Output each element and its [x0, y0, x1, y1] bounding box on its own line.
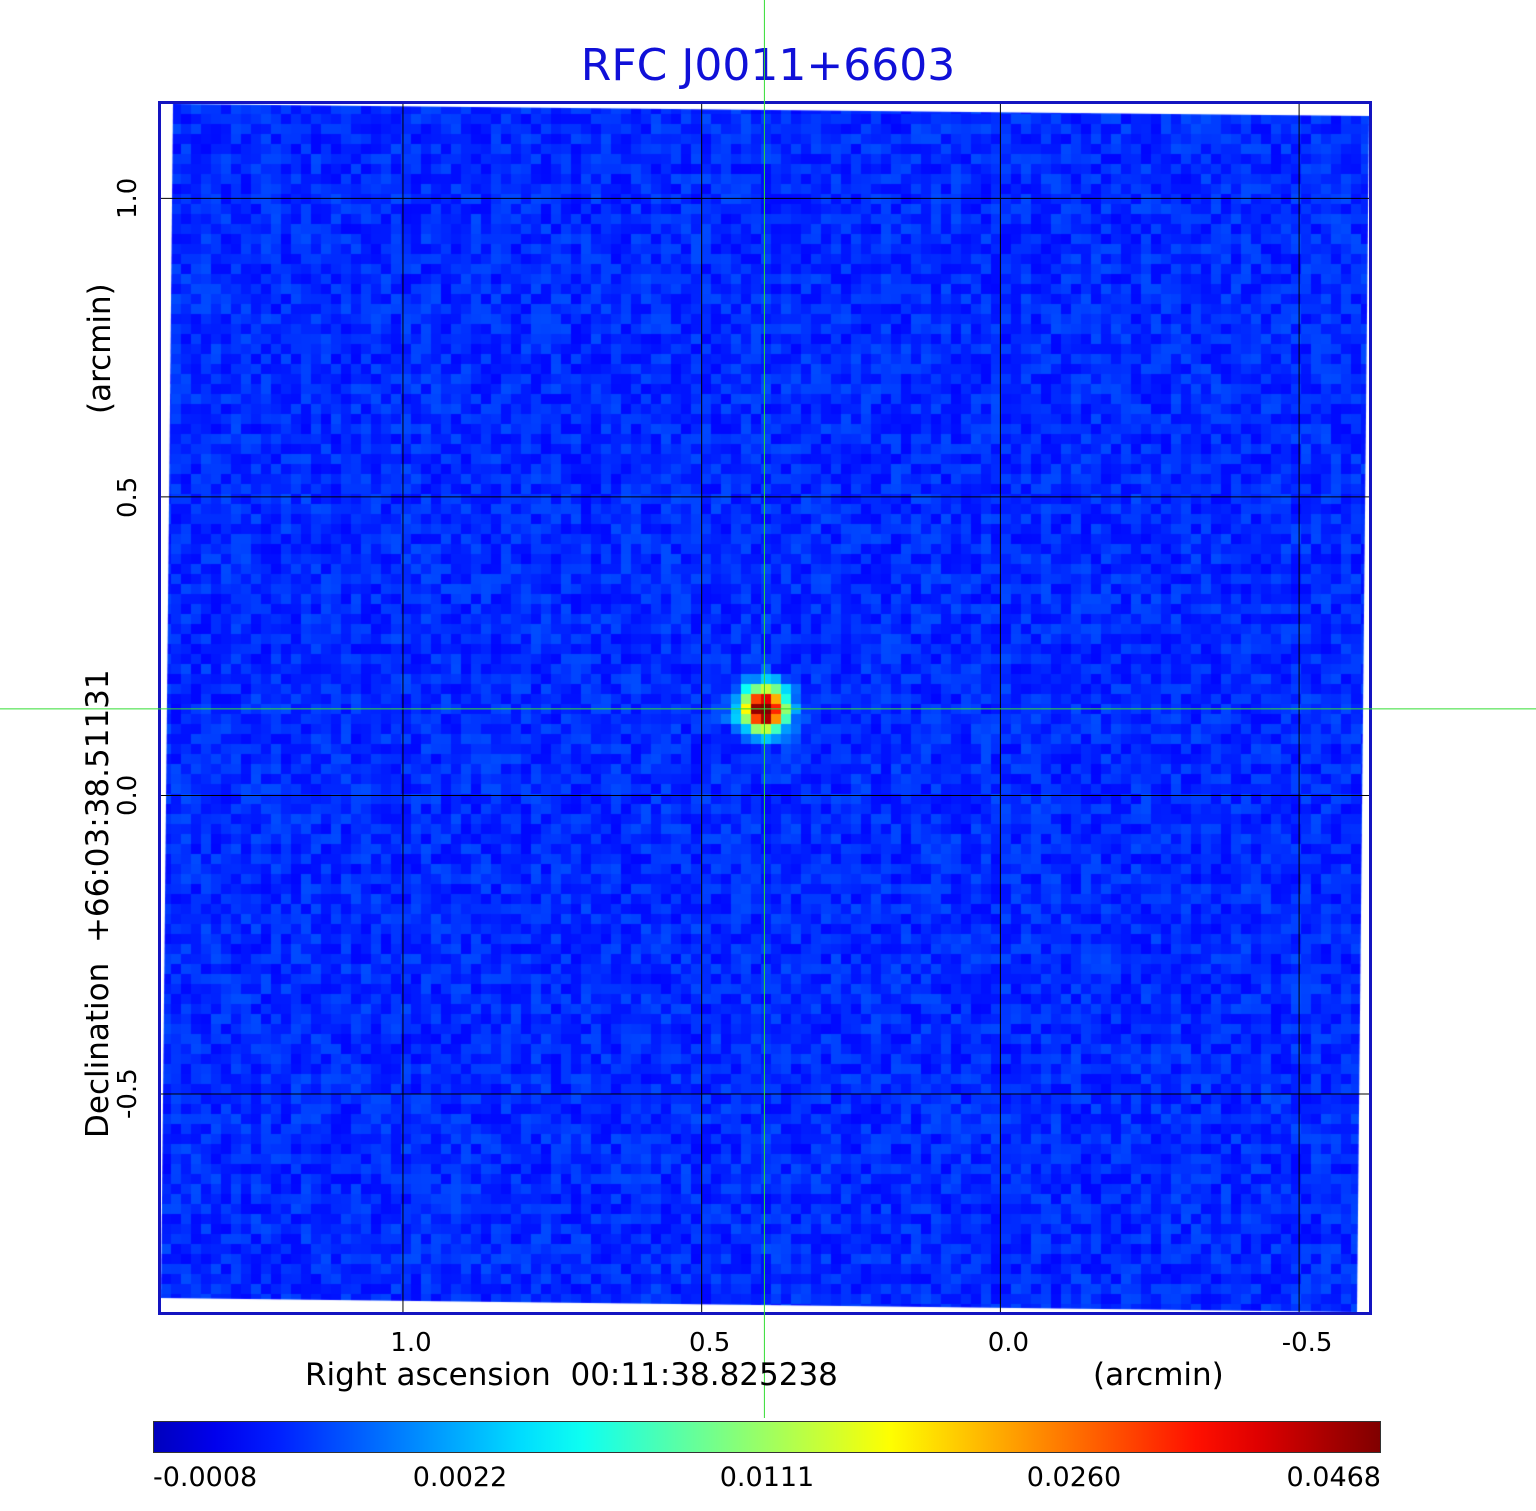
x-tick-label: 1.0: [390, 1328, 432, 1358]
x-tick-label: 0.5: [688, 1328, 731, 1358]
y-tick-label: -0.5: [113, 1068, 143, 1120]
colorbar-label: 0.0260: [1026, 1462, 1122, 1493]
y-tick-label: 0.5: [113, 476, 143, 518]
radio-intensity-map: [161, 104, 1369, 1312]
x-tick-label: -0.5: [1281, 1328, 1333, 1358]
colorbar: [153, 1421, 1381, 1453]
y-tick-label: 1.0: [113, 177, 143, 220]
x-tick-label: 0.0: [987, 1328, 1030, 1358]
sky-image-panel[interactable]: [158, 101, 1372, 1315]
colorbar-label: 0.0111: [719, 1462, 815, 1493]
y-axis-unit: (arcmin): [82, 283, 118, 414]
colorbar-label: 0.0468: [1286, 1462, 1381, 1493]
plot-title: RFC J0011+6603: [580, 40, 956, 91]
colorbar-label: -0.0008: [153, 1462, 258, 1493]
colorbar-label: 0.0022: [412, 1462, 508, 1493]
y-axis-label: Declination +66:03:38.51131: [80, 669, 116, 1138]
x-axis-unit: (arcmin): [1093, 1357, 1224, 1393]
y-tick-label: 0.0: [113, 774, 143, 817]
x-axis-label: Right ascension 00:11:38.825238: [305, 1357, 838, 1393]
